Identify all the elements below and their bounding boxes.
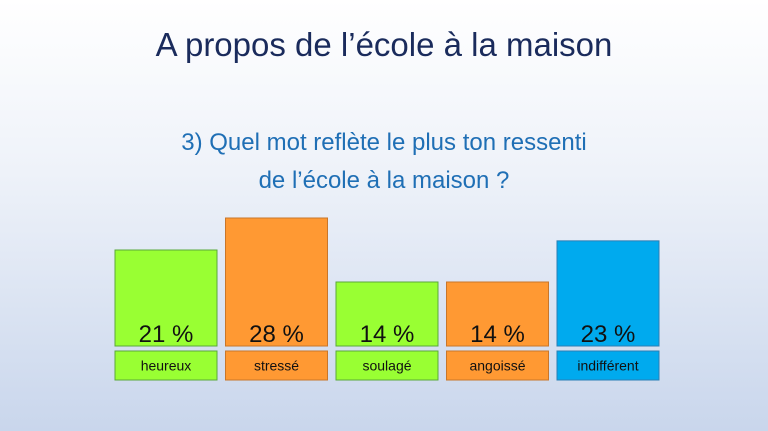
bar-1	[225, 217, 328, 347]
bar-value-label: 14 %	[470, 321, 525, 348]
bar-value-label: 23 %	[581, 321, 636, 348]
category-box-3	[446, 350, 549, 381]
bar-value-label: 21 %	[139, 321, 194, 348]
category-box-0	[114, 350, 218, 381]
category-label: indifférent	[577, 358, 638, 374]
bar-2	[335, 281, 439, 347]
bar-0	[114, 249, 218, 347]
question-line-2: de l’école à la maison ?	[258, 167, 510, 194]
category-box-2	[335, 350, 439, 381]
bar-value-label: 14 %	[360, 321, 415, 348]
category-label: stressé	[254, 358, 299, 374]
category-box-4	[556, 350, 660, 381]
bar-3	[446, 281, 549, 347]
question-text: 3) Quel mot reflète le plus ton ressenti…	[0, 124, 768, 200]
bar-4	[556, 240, 660, 347]
slide-title: A propos de l’école à la maison	[155, 26, 613, 63]
question-line-1: 3) Quel mot reflète le plus ton ressenti	[181, 129, 587, 156]
category-box-1	[225, 350, 328, 381]
category-label: soulagé	[362, 358, 411, 374]
category-label: heureux	[141, 358, 192, 374]
category-label: angoissé	[469, 358, 525, 374]
bar-value-label: 28 %	[249, 321, 304, 348]
